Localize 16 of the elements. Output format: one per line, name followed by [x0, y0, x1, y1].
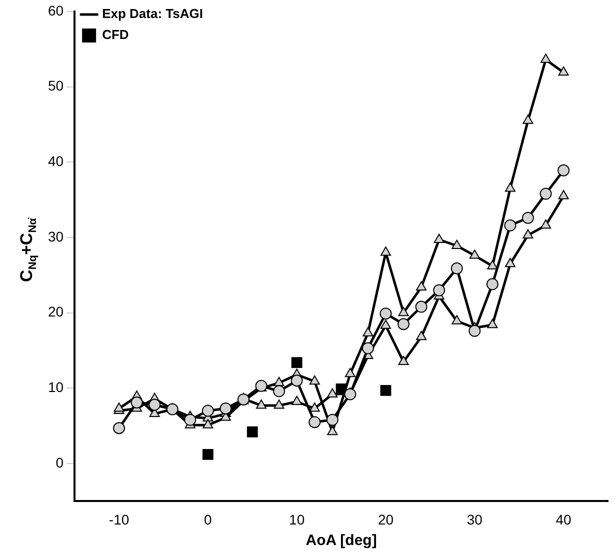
y-tick-label: 20 [48, 304, 64, 320]
legend-label: Exp Data: TsAGI [102, 6, 203, 22]
x-tick-label: 40 [556, 511, 572, 528]
legend-label: CFD [102, 27, 129, 42]
x-axis-title: AoA [deg] [306, 532, 377, 550]
y-tick-label: 40 [48, 152, 64, 169]
y-tick-label: 0 [56, 454, 64, 470]
x-tick-label: 10 [289, 511, 305, 528]
x-tick-label: 0 [204, 511, 212, 528]
x-tick-label: 20 [378, 511, 394, 528]
x-tick-label: 30 [466, 511, 483, 528]
y-tick-label: 60 [48, 2, 64, 18]
y-tick-label: 50 [48, 78, 64, 94]
y-tick-label: 10 [48, 379, 64, 396]
x-tick-label: -10 [108, 511, 130, 528]
y-tick-label: 30 [48, 228, 64, 244]
